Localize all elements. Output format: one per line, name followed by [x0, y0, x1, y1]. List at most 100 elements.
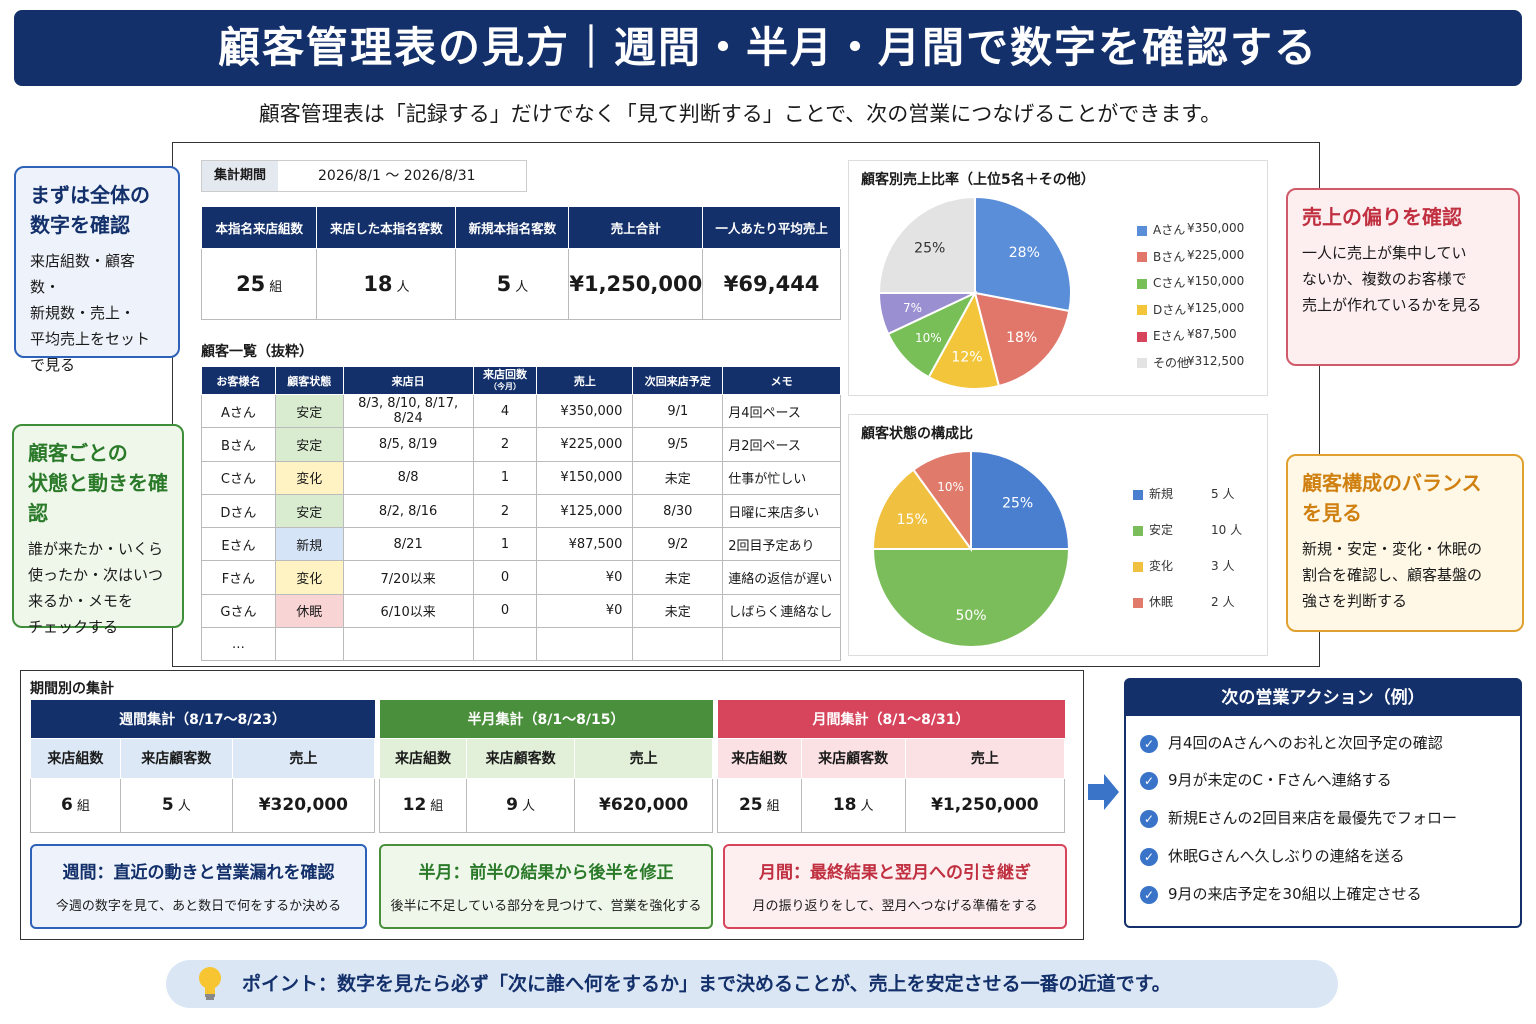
- weekly-header: 週間集計（8/17～8/23）: [30, 700, 375, 738]
- period-label: 集計期間: [202, 161, 278, 191]
- period-section: [20, 670, 1084, 940]
- pie-slice: [970, 449, 1071, 550]
- pie-slice: [927, 290, 1001, 390]
- callout-bias: 売上の偏りを確認 一人に売上が集中してい ないか、複数のお客様で 売上が作れているか…: [1286, 188, 1520, 366]
- table-cell: Aさん: [201, 393, 276, 429]
- table-cell: 1: [472, 460, 538, 495]
- callout-title: 顧客ごとの 状態と動きを確認: [28, 441, 168, 525]
- table-cell: しばらく連絡なし: [722, 593, 841, 629]
- table-cell: 9/5: [632, 427, 724, 462]
- table-cell: 2: [472, 493, 538, 529]
- table-cell: 安定: [274, 427, 344, 462]
- legend-item: 休眠 2 人: [1133, 593, 1234, 610]
- pie-label: 50%: [955, 608, 986, 624]
- action-box: 次の営業アクション（例） ✓ 月4回のAさんへのお礼と次回予定の確認 ✓ 9月が未定…: [1124, 678, 1522, 928]
- table-cell: 9/2: [632, 527, 724, 562]
- status-pie: 25% 50% 15% 10%: [871, 449, 1071, 648]
- table-cell: 未定: [632, 560, 724, 595]
- callout-body: 新規・安定・変化・休眠の 割合を確認し、顧客基盤の 強さを判断する: [1302, 540, 1483, 610]
- table-cell: 8/21: [342, 527, 474, 562]
- col-header: 次回来店予定: [632, 366, 724, 395]
- table-cell: 8/5, 8/19: [342, 427, 474, 462]
- summary-header: 新規本指名客数: [455, 206, 570, 249]
- table-cell: 0: [472, 560, 538, 595]
- summary-header: 売上合計: [568, 206, 704, 249]
- check-icon: ✓: [1140, 734, 1158, 753]
- period-value: ¥620,000: [574, 777, 713, 833]
- half-header: 半月集計（8/1～8/15）: [379, 700, 713, 738]
- callout-body: 来店組数・顧客数・ 新規数・売上・ 平均売上をセット で見る: [30, 252, 151, 374]
- callout-title: 売上の偏りを確認: [1302, 205, 1462, 229]
- monthly-table: 月間集計（8/1～8/31） 来店組数 来店顧客数 売上 25 組 18 人 ¥1,…: [717, 700, 1066, 833]
- col-header: 売上: [231, 737, 376, 779]
- table-cell: Dさん: [201, 493, 276, 529]
- weekly-note: 週間：直近の動きと営業漏れを確認 今週の数字を見て、あと数日で何をするか決める: [30, 844, 367, 929]
- table-cell: 変化: [274, 560, 344, 595]
- table-cell: 月4回ペース: [722, 393, 841, 429]
- check-icon: ✓: [1140, 809, 1158, 828]
- period-value: 12 組: [379, 777, 467, 833]
- pie-label: 7%: [903, 301, 922, 315]
- legend-item: Eさん ¥87,500: [1137, 327, 1237, 344]
- action-item: ✓ 9月が未定のC・Fさんへ連絡する: [1140, 769, 1392, 790]
- legend-item: 変化 3 人: [1133, 557, 1234, 574]
- legend-item: Bさん ¥225,000: [1137, 248, 1244, 265]
- legend-item: Cさん ¥150,000: [1137, 274, 1244, 291]
- point-text: ポイント：数字を見たら必ず「次に誰へ何をするか」まで決めることが、売上を安定させ…: [242, 973, 1171, 995]
- summary-value: 18 人: [316, 248, 457, 320]
- table-row: Aさん 安定 8/3, 8/10, 8/17, 8/24 4 ¥350,000 9/1 月4…: [201, 393, 841, 429]
- table-row: Cさん 変化 8/8 1 ¥150,000 未定 仕事が忙しい: [201, 460, 841, 495]
- table-cell: 9/1: [632, 393, 724, 429]
- pie-slice: [871, 548, 1071, 648]
- period-value: ¥320,000: [231, 777, 376, 833]
- summary-table: 本指名来店組数 来店した本指名客数 新規本指名客数 売上合計 一人あたり平均売上…: [200, 206, 841, 320]
- point-bar: ポイント：数字を見たら必ず「次に誰へ何をするか」まで決めることが、売上を安定させ…: [166, 960, 1338, 1008]
- table-row: Bさん 安定 8/5, 8/19 2 ¥225,000 9/5 月2回ペース: [201, 427, 841, 462]
- callout-body: 一人に売上が集中してい ないか、複数のお客様で 売上が作れているかを見る: [1302, 244, 1482, 314]
- check-icon: ✓: [1140, 771, 1158, 790]
- period-box: 集計期間 2026/8/1 ～ 2026/8/31: [201, 160, 527, 192]
- period-value: 25 組: [717, 777, 802, 833]
- col-header: 来店顧客数: [119, 737, 233, 779]
- col-header: 来店顧客数: [465, 737, 576, 779]
- action-item: ✓ 9月の来店予定を30組以上確定させる: [1140, 883, 1422, 904]
- pie-slice: [912, 449, 972, 553]
- page-title: 顧客管理表の見方｜週間・半月・月間で数字を確認する: [14, 10, 1522, 86]
- table-cell: 連絡の返信が遅い: [722, 560, 841, 595]
- table-row: Dさん 安定 8/2, 8/16 2 ¥125,000 8/30 日曜に来店多い: [201, 493, 841, 529]
- callout-body: 誰が来たか・いくら 使ったか・次はいつ 来るか・メモを チェックする: [28, 540, 164, 636]
- table-cell: 未定: [632, 593, 724, 629]
- table-cell: Fさん: [201, 560, 276, 595]
- table-cell: [274, 627, 344, 662]
- table-cell: [632, 627, 724, 662]
- pie-label: 10%: [915, 331, 942, 345]
- pie-label: 25%: [1002, 495, 1033, 511]
- note-title: 半月：前半の結果から後半を修正: [418, 863, 674, 883]
- period-section-title: 期間別の集計: [30, 681, 114, 697]
- col-header: 来店日: [342, 366, 474, 395]
- table-cell: ¥125,000: [536, 493, 634, 529]
- action-title: 次の営業アクション（例）: [1126, 680, 1520, 716]
- table-cell: [342, 627, 474, 662]
- sales-ratio-chart: 顧客別売上比率（上位5名＋その他） 28% 18% 12% 10% 7% 25% Aさん ¥…: [848, 160, 1268, 396]
- table-cell: 6/10以来: [342, 593, 474, 629]
- table-cell: …: [201, 627, 276, 662]
- table-cell: [722, 627, 841, 662]
- col-header: 顧客状態: [274, 366, 344, 395]
- callout-customer: 顧客ごとの 状態と動きを確認 誰が来たか・いくら 使ったか・次はいつ 来るか・メモをチ…: [12, 424, 184, 636]
- check-icon: ✓: [1140, 885, 1158, 904]
- callout-balance: 顧客構成のバランス を見る 新規・安定・変化・休眠の 割合を確認し、顧客基盤の 強さを…: [1286, 454, 1524, 632]
- table-cell: 安定: [274, 393, 344, 429]
- customers-table: お客様名 顧客状態 来店日 来店回数 （今月） 売上 次回来店予定 メモ Aさん安…: [201, 366, 841, 662]
- monthly-header: 月間集計（8/1～8/31）: [717, 700, 1065, 738]
- pie-slice: [871, 468, 973, 550]
- main-panel: [172, 142, 1320, 667]
- col-header: お客様名: [201, 366, 276, 395]
- pie-label: 18%: [1006, 330, 1037, 346]
- note-title: 月間：最終結果と翌月への引き継ぎ: [759, 863, 1031, 883]
